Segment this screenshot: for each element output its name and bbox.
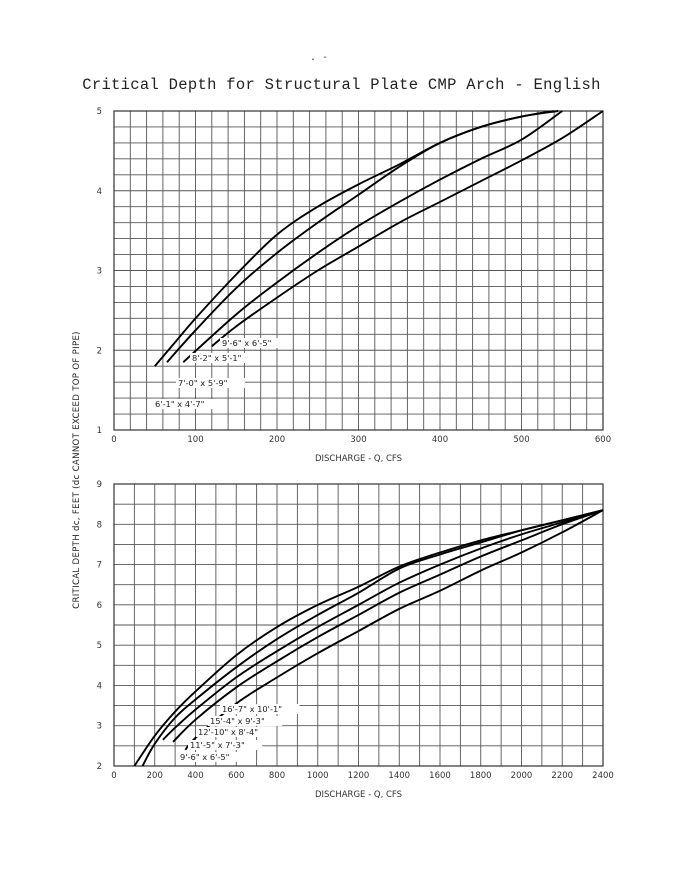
y-tick-label: 2 (97, 346, 102, 356)
x-axis-label: DISCHARGE - Q, CFS (315, 790, 402, 800)
series-curve (141, 509, 604, 767)
series-curve (211, 110, 604, 347)
y-tick-label: 5 (97, 641, 102, 651)
plot-frame (113, 110, 604, 431)
x-tick-label: 400 (432, 435, 448, 445)
series-label: 12'-10" x 8'-4" (198, 727, 258, 737)
series-label: 8'-2" x 5'-1" (192, 353, 242, 363)
x-tick-label: 2200 (551, 771, 573, 781)
y-tick-label: 1 (97, 426, 102, 436)
label-bg (220, 704, 300, 714)
y-tick-label: 7 (97, 561, 102, 571)
x-tick-label: 1200 (348, 771, 370, 781)
series-label: 9'-6" x 6'-5" (180, 752, 230, 762)
label-bg (178, 752, 247, 762)
x-tick-label: 600 (595, 435, 611, 445)
x-tick-label: 600 (228, 771, 244, 781)
series (154, 110, 604, 367)
x-tick-label: 0 (111, 771, 116, 781)
series-curve (166, 110, 559, 363)
chart-top: 0 100 200 300 400 500 600 1 2 3 4 5 DISCHARGE - Q, C… (97, 107, 612, 464)
tick-labels: 0 200 400 600 800 1000 1200 1400 1600 1800 2000 220… (97, 480, 614, 781)
chart-bottom: 0 200 400 600 800 1000 1200 1400 1600 1800 2000 220… (97, 480, 614, 800)
x-tick-label: 1800 (470, 771, 492, 781)
x-tick-label: 1000 (307, 771, 329, 781)
series-label: 11'-5" x 7'-3" (190, 740, 245, 750)
x-tick-label: 1600 (429, 771, 451, 781)
x-tick-label: 0 (111, 435, 116, 445)
x-tick-label: 500 (513, 435, 529, 445)
y-tick-label: 3 (97, 722, 102, 732)
tick-labels: 0 100 200 300 400 500 600 1 2 3 4 5 (97, 107, 612, 445)
x-axis-label: DISCHARGE - Q, CFS (315, 454, 402, 464)
header-marks: . - (310, 52, 329, 63)
x-tick-label: 400 (187, 771, 203, 781)
y-tick-label: 4 (97, 187, 102, 197)
series-label: 15'-4" x 9'-3" (210, 716, 265, 726)
series-label: 9'-6" x 6'-5" (222, 338, 272, 348)
y-tick-label: 4 (97, 681, 102, 691)
x-tick-label: 800 (269, 771, 285, 781)
label-bg (220, 338, 289, 348)
size-labels: 16'-7" x 10'-1" 15'-4" x 9'-3"12'-10" x 8… (178, 704, 300, 762)
x-tick-label: 2000 (511, 771, 533, 781)
series-curve (172, 509, 604, 743)
y-tick-label: 3 (97, 267, 102, 277)
y-tick-label: 6 (97, 601, 102, 611)
grid (113, 483, 604, 767)
series-label: 7'-0" x 5'-9" (178, 378, 228, 388)
series-curve (162, 509, 604, 741)
size-labels: 9'-6" x 6'-5" 8'-2" x 5'-1" 7'-0" x 5'-9" 6… (153, 338, 289, 409)
x-tick-label: 300 (350, 435, 366, 445)
y-tick-label: 9 (97, 480, 102, 490)
x-tick-label: 100 (187, 435, 203, 445)
label-bg (176, 378, 245, 388)
series-label: 16'-7" x 10'-1" (222, 704, 282, 714)
series-label: 6'-1" x 4'-7" (155, 399, 205, 409)
y-tick-label: 2 (97, 762, 102, 772)
x-tick-label: 200 (269, 435, 285, 445)
label-bg (188, 740, 263, 750)
x-tick-label: 2400 (592, 771, 614, 781)
label-bg (208, 716, 283, 726)
x-tick-label: 1400 (388, 771, 410, 781)
x-tick-label: 200 (147, 771, 163, 781)
y-tick-label: 5 (97, 107, 102, 117)
plot-frame (113, 483, 604, 767)
series-curve (182, 110, 563, 363)
y-tick-label: 8 (97, 520, 102, 530)
label-bg (190, 353, 259, 363)
page-title: Critical Depth for Structural Plate CMP … (82, 76, 601, 94)
grid (113, 110, 604, 431)
label-bg (153, 399, 222, 409)
label-bg (196, 727, 276, 737)
